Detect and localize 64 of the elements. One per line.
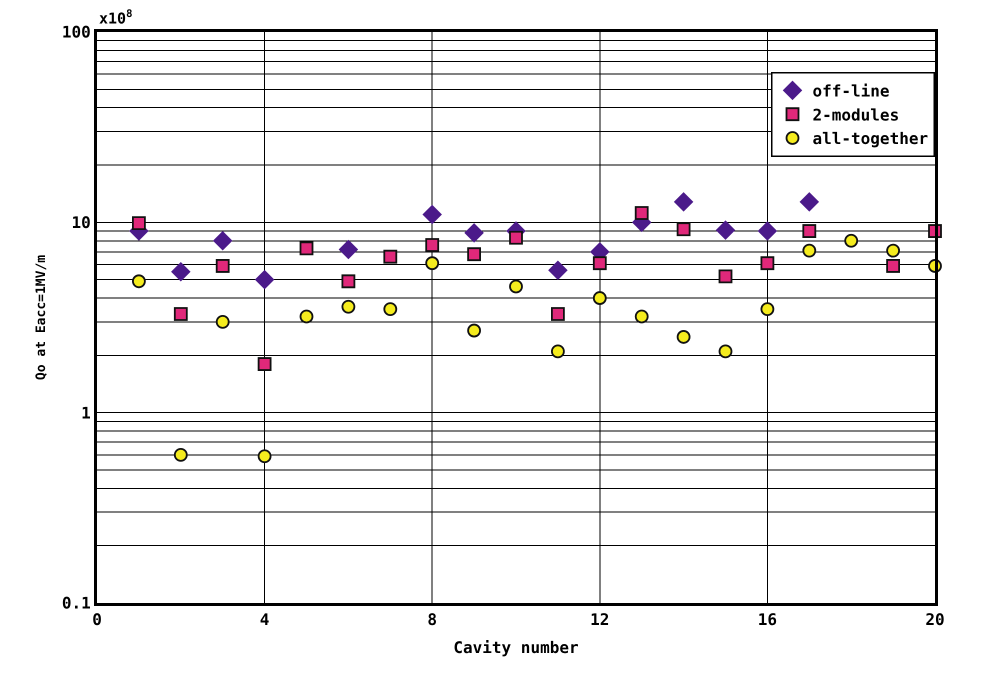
point (802, 244, 816, 258)
y-tick-label: 10 (72, 212, 91, 232)
point (674, 192, 694, 212)
point (886, 259, 900, 273)
point (342, 274, 356, 288)
point (216, 314, 230, 329)
point (551, 307, 565, 321)
point (718, 269, 732, 284)
point (300, 241, 314, 256)
y-tick-label: 100 (62, 22, 91, 42)
point (338, 240, 358, 260)
point (425, 238, 440, 252)
point (548, 260, 568, 280)
x-tick-label: 0 (92, 610, 102, 630)
point (800, 192, 820, 212)
point (802, 224, 816, 238)
x-axis-title: Cavity number (453, 638, 579, 657)
text: x10$^{8}$ (99, 8, 132, 28)
point (132, 274, 146, 288)
point (258, 449, 272, 464)
point (132, 216, 146, 230)
point (212, 231, 232, 251)
point (592, 291, 607, 305)
point (464, 223, 484, 243)
point (551, 344, 565, 358)
x-tick-label: 4 (260, 610, 270, 630)
legend-label: off-line (812, 82, 890, 101)
legend-label: all-together (812, 129, 928, 148)
point (509, 230, 523, 245)
point (676, 330, 690, 344)
point (467, 247, 481, 262)
point (758, 221, 778, 241)
point (174, 448, 188, 462)
point (254, 270, 274, 290)
point (383, 302, 398, 316)
point (425, 256, 440, 270)
point (676, 222, 690, 236)
point (422, 204, 442, 224)
point (342, 300, 356, 314)
x-tick-label: 12 (590, 610, 610, 630)
point (634, 206, 649, 220)
point (467, 324, 481, 338)
y-tick-label: 1 (81, 403, 91, 422)
point (300, 310, 314, 324)
point (634, 310, 649, 324)
point (174, 307, 188, 321)
point (216, 259, 230, 273)
point (886, 244, 900, 258)
point (716, 220, 736, 240)
point (760, 256, 774, 270)
point (383, 250, 398, 264)
x-tick-label: 8 (427, 610, 438, 630)
x-tick-label: 16 (758, 610, 778, 630)
point (171, 262, 191, 282)
y-tick-label: 0.1 (62, 594, 91, 613)
point (844, 234, 858, 248)
x-tick-label: 20 (925, 610, 945, 630)
point (592, 256, 607, 270)
point (760, 302, 774, 316)
point (509, 280, 523, 294)
legend-label: 2-modules (812, 105, 900, 124)
y-axis-title: Qo at Eacc=1MV/m (34, 254, 49, 380)
point (718, 344, 732, 358)
point (258, 357, 272, 371)
